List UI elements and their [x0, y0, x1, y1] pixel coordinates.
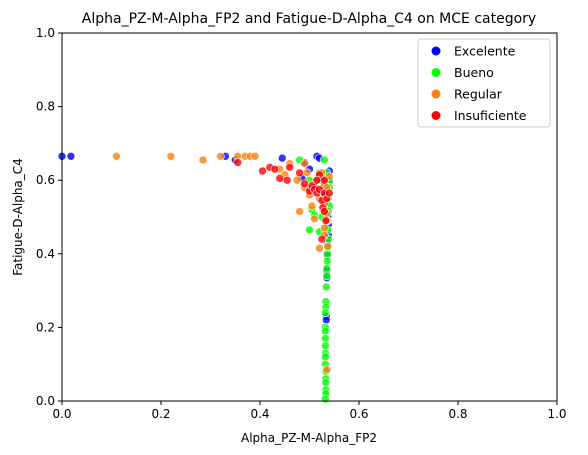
data-point-regular-28 — [322, 365, 332, 375]
legend-label-regular: Regular — [454, 87, 503, 102]
data-point-bueno-30 — [321, 352, 330, 362]
data-point-insuficiente-21 — [312, 175, 322, 185]
data-point-insuficiente-22 — [324, 188, 334, 198]
data-point-insuficiente-1 — [258, 166, 267, 176]
y-tick-label: 1.0 — [36, 26, 55, 40]
data-point-regular-11 — [292, 175, 302, 185]
legend-marker-regular — [431, 89, 441, 99]
data-point-regular-14 — [302, 168, 312, 178]
x-tick-label: 0.8 — [448, 407, 467, 421]
plot-frame — [61, 32, 558, 402]
data-point-regular-7 — [250, 151, 260, 161]
y-tick-label: 0.8 — [36, 100, 55, 114]
x-tick-label: 0.4 — [250, 407, 269, 421]
data-point-insuficiente-5 — [282, 175, 292, 185]
legend: Excelente Bueno Regular Insuficiente — [417, 38, 551, 128]
data-point-regular-17 — [310, 214, 319, 224]
data-point-bueno-34 — [321, 378, 331, 387]
data-point-bueno-24 — [321, 308, 330, 317]
chart-title: Alpha_PZ-M-Alpha_FP2 and Fatigue-D-Alpha… — [82, 11, 536, 27]
points-layer — [57, 151, 334, 404]
data-point-bueno-26 — [321, 326, 330, 336]
legend-label-bueno: Bueno — [454, 65, 494, 80]
data-point-insuficiente-23 — [317, 234, 327, 244]
data-point-insuficiente-3 — [270, 164, 280, 174]
x-tick-label: 1.0 — [547, 407, 566, 421]
data-point-regular-0 — [112, 151, 121, 161]
y-tick-label: 0.4 — [36, 247, 55, 261]
data-point-regular-23 — [320, 223, 329, 233]
data-point-excelente-1 — [66, 151, 76, 161]
y-tick-label: 0.6 — [36, 173, 55, 187]
data-point-regular-3 — [216, 151, 225, 161]
legend-box — [417, 38, 551, 128]
data-point-excelente-4 — [277, 153, 287, 163]
data-point-insuficiente-4 — [275, 174, 285, 183]
data-point-bueno-6 — [320, 155, 329, 165]
data-point-regular-13 — [300, 159, 309, 168]
data-point-bueno-37 — [321, 394, 330, 404]
y-tick-label: 0.2 — [36, 320, 55, 334]
data-point-bueno-27 — [321, 334, 330, 343]
data-point-insuficiente-24 — [320, 207, 329, 216]
legend-label-insuficiente: Insuficiente — [454, 108, 527, 123]
data-point-excelente-23 — [322, 315, 331, 325]
data-point-regular-20 — [315, 243, 324, 253]
legend-marker-bueno — [431, 68, 441, 77]
data-point-bueno-28 — [321, 341, 330, 351]
y-axis-label: Fatigue-D-Alpha_C4 — [11, 158, 25, 276]
x-tick-label: 0.2 — [151, 407, 170, 421]
x-tick-label: 0.6 — [349, 407, 368, 421]
x-tick-label: 0.0 — [52, 407, 71, 421]
data-point-bueno-18 — [323, 256, 332, 266]
data-point-regular-1 — [166, 151, 176, 161]
data-point-insuficiente-8 — [300, 179, 309, 189]
data-point-insuficiente-0 — [233, 158, 243, 167]
data-point-bueno-21 — [322, 282, 331, 292]
ticks-layer: 0.0 0.2 0.4 0.6 0.8 1.0 0.0 0.2 0.4 0.6 0.8 1.0 — [36, 26, 567, 421]
y-tick-label: 0.0 — [36, 394, 55, 408]
data-point-insuficiente-18 — [321, 216, 331, 225]
legend-marker-excelente — [431, 46, 441, 56]
data-point-bueno-17 — [323, 249, 332, 259]
data-point-bueno-20 — [322, 271, 332, 281]
data-point-regular-12 — [295, 207, 304, 216]
data-point-regular-2 — [198, 155, 208, 165]
data-point-insuficiente-6 — [285, 163, 295, 172]
x-axis-label: Alpha_PZ-M-Alpha_FP2 — [241, 431, 377, 445]
data-point-regular-27 — [323, 242, 333, 251]
data-point-regular-16 — [307, 201, 317, 211]
legend-marker-insuficiente — [431, 111, 441, 120]
data-point-bueno-19 — [322, 264, 332, 273]
data-point-bueno-4 — [305, 225, 314, 235]
legend-label-excelente: Excelente — [454, 44, 516, 59]
data-point-insuficiente-7 — [295, 168, 304, 178]
